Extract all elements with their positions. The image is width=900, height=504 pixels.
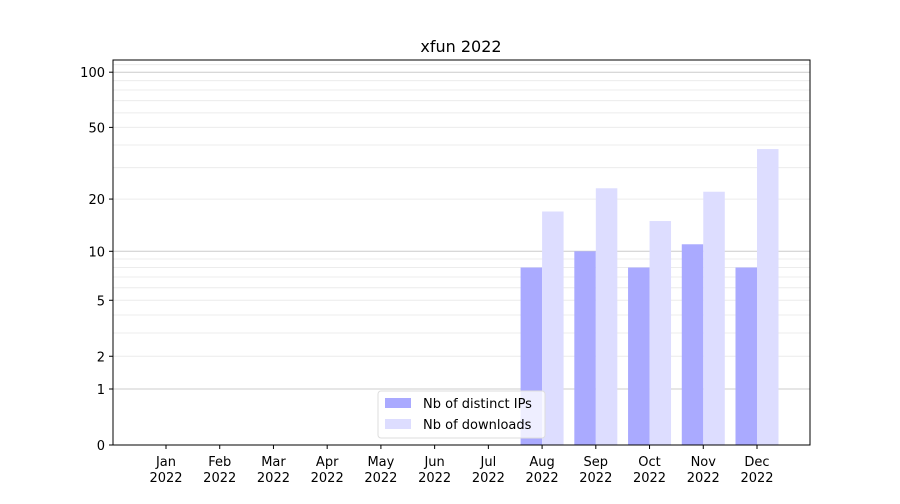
x-tick-label: 2022: [633, 471, 666, 486]
x-tick-label: 2022: [472, 471, 505, 486]
y-tick-label: 20: [88, 193, 105, 208]
legend-swatch: [385, 398, 411, 408]
bar-distinct-ips: [628, 267, 650, 445]
y-tick-label: 2: [97, 350, 105, 365]
legend-swatch: [385, 419, 411, 429]
x-tick-label: 2022: [418, 471, 451, 486]
x-tick-label: Apr: [316, 455, 339, 470]
x-tick-label: 2022: [579, 471, 612, 486]
y-tick-label: 5: [97, 294, 105, 309]
bar-distinct-ips: [681, 244, 704, 445]
bar-downloads: [703, 191, 725, 445]
x-tick-label: Jul: [480, 455, 497, 470]
x-tick-label: Oct: [638, 455, 660, 470]
y-tick-label: 0: [97, 439, 105, 454]
x-tick-label: 2022: [740, 471, 773, 486]
axes-frame: [112, 59, 811, 446]
x-tick-label: 2022: [311, 471, 344, 486]
x-tick-label: Nov: [691, 455, 717, 470]
legend-label: Nb of downloads: [423, 418, 532, 433]
y-tick-label: 10: [88, 245, 105, 260]
x-tick-label: 2022: [364, 471, 397, 486]
bar-distinct-ips: [574, 251, 596, 445]
legend-box: [377, 390, 546, 439]
bar-downloads: [649, 221, 672, 445]
y-tick-label: 100: [80, 66, 105, 81]
x-tick-label: Feb: [208, 455, 231, 470]
x-tick-label: Jan: [155, 455, 176, 470]
bar-downloads: [595, 188, 618, 446]
chart-title: xfun 2022: [420, 37, 501, 56]
bar-distinct-ips: [735, 267, 757, 445]
x-tick-label: 2022: [203, 471, 236, 486]
x-tick-label: Aug: [529, 455, 554, 470]
legend-label: Nb of distinct IPs: [423, 397, 532, 412]
x-tick-label: 2022: [257, 471, 290, 486]
x-tick-label: Mar: [261, 455, 286, 470]
y-tick-label: 50: [88, 121, 105, 136]
bar-downloads: [757, 149, 779, 445]
x-tick-label: Jun: [423, 455, 444, 470]
y-tick-label: 1: [97, 383, 105, 398]
bar-downloads: [542, 211, 564, 445]
x-tick-label: 2022: [526, 471, 559, 486]
x-tick-label: 2022: [687, 471, 720, 486]
legend: Nb of distinct IPs Nb of downloads: [377, 390, 546, 439]
x-tick-label: May: [367, 455, 394, 470]
x-tick-label: Sep: [584, 455, 609, 470]
x-tick-label: 2022: [149, 471, 182, 486]
x-tick-label: Dec: [744, 455, 769, 470]
